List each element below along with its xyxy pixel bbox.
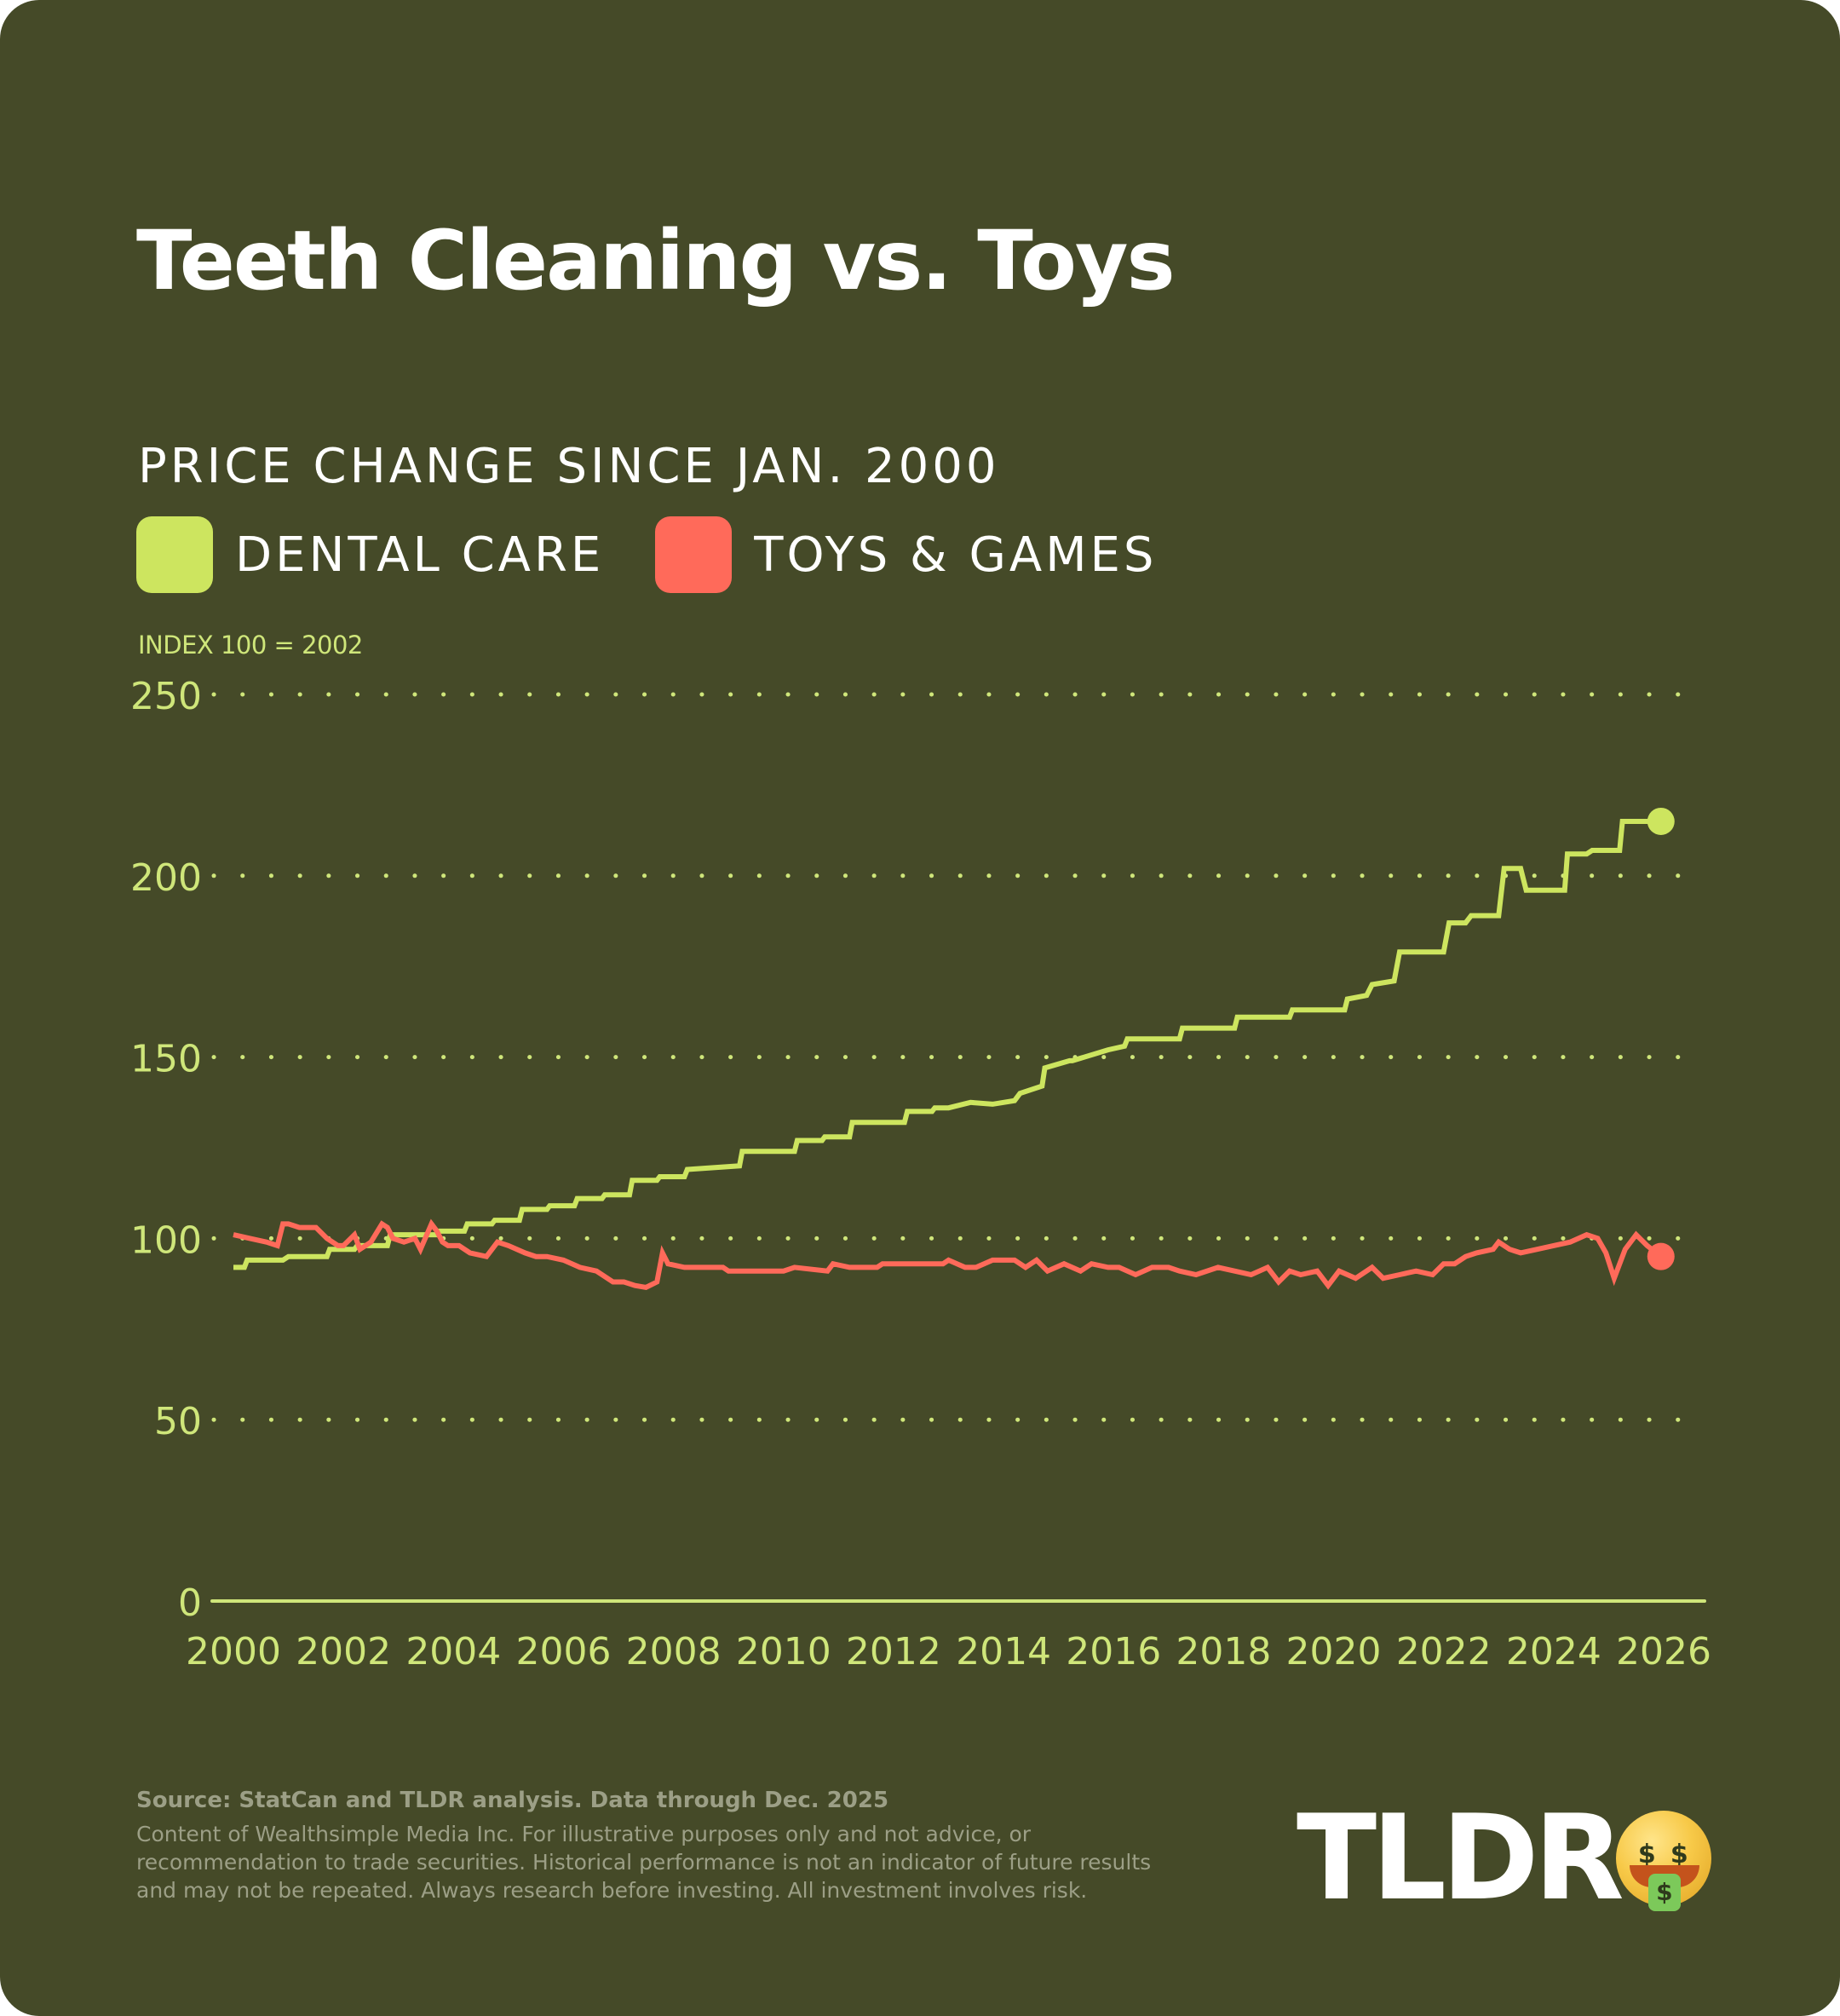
legend-swatch-dental-care bbox=[136, 516, 213, 593]
series-layer bbox=[233, 807, 1675, 1291]
index-note: INDEX 100 = 2002 bbox=[138, 631, 363, 660]
disclaimer: Content of Wealthsimple Media Inc. For i… bbox=[136, 1822, 1152, 1903]
legend-swatch-toys-games bbox=[655, 516, 733, 593]
x-tick-label: 2004 bbox=[405, 1630, 501, 1673]
y-tick-label: 250 bbox=[130, 675, 202, 718]
x-tick-label: 2000 bbox=[186, 1630, 281, 1673]
grid-layer bbox=[210, 692, 1707, 1603]
x-tick-label: 2020 bbox=[1286, 1630, 1382, 1673]
series-line-dental-care bbox=[233, 819, 1661, 1270]
y-tick-label: 50 bbox=[154, 1400, 202, 1443]
logo-text: TLDR bbox=[1297, 1789, 1624, 1927]
y-tick-label: 0 bbox=[178, 1581, 202, 1625]
source-note: Source: StatCan and TLDR analysis. Data … bbox=[136, 1788, 889, 1813]
end-marker-dental-care bbox=[1647, 807, 1675, 835]
x-tick-label: 2018 bbox=[1176, 1630, 1271, 1673]
x-tick-label: 2006 bbox=[515, 1630, 611, 1673]
y-tick-label: 100 bbox=[130, 1218, 202, 1262]
tldr-logo: TLDR $ $ $ bbox=[1297, 1800, 1711, 1917]
y-tick-label: 150 bbox=[130, 1038, 202, 1081]
chart-title: Teeth Cleaning vs. Toys bbox=[136, 213, 1176, 308]
x-tick-label: 2012 bbox=[846, 1630, 941, 1673]
chart-subtitle: PRICE CHANGE SINCE JAN. 2000 bbox=[138, 439, 1000, 494]
x-tick-label: 2026 bbox=[1616, 1630, 1711, 1673]
series-line-toys-games bbox=[233, 1218, 1663, 1291]
x-tick-label: 2010 bbox=[736, 1630, 831, 1673]
legend-label-toys-games: TOYS & GAMES bbox=[754, 527, 1158, 583]
x-tick-label: 2008 bbox=[626, 1630, 722, 1673]
legend-label-dental-care: DENTAL CARE bbox=[235, 527, 605, 583]
legend-item-toys-games: TOYS & GAMES bbox=[655, 516, 1157, 593]
x-tick-label: 2024 bbox=[1506, 1630, 1601, 1673]
legend: DENTAL CARE TOYS & GAMES bbox=[136, 516, 1208, 594]
x-tick-label: 2002 bbox=[296, 1630, 391, 1673]
legend-item-dental-care: DENTAL CARE bbox=[136, 516, 604, 593]
x-tick-labels: 2000 2002 2004 2006 2008 2010 2012 2014 2016 2018… bbox=[186, 1630, 1711, 1673]
x-tick-label: 2022 bbox=[1396, 1630, 1492, 1673]
x-tick-label: 2016 bbox=[1066, 1630, 1161, 1673]
y-tick-label: 200 bbox=[130, 856, 202, 900]
money-mouth-face-icon: $ $ $ bbox=[1615, 1811, 1711, 1911]
y-tick-labels: 0 50 100 150 200 250 bbox=[130, 675, 202, 1625]
end-marker-toys-games bbox=[1647, 1242, 1675, 1270]
x-tick-label: 2014 bbox=[956, 1630, 1051, 1673]
